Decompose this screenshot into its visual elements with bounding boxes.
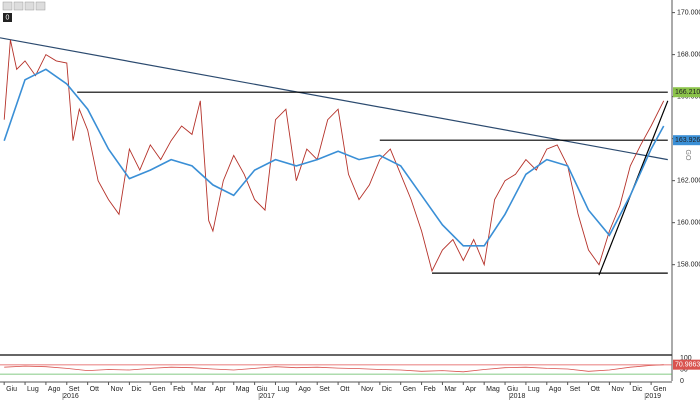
side-label: GO [684,150,691,161]
x-tick-label: Gen [653,386,666,393]
rsi-tick-label: 100 [680,355,692,362]
x-tick-label: Set [570,386,581,393]
x-tick-label: Mar [444,386,457,393]
x-tick-label: Giu [507,386,518,393]
rsi-line [4,364,664,373]
x-tick-label: Feb [173,386,185,393]
x-tick-label: Mar [194,386,207,393]
x-tick-label: Mag [236,386,250,393]
x-tick-label: Nov [611,386,624,393]
x-tick-label: Ago [298,386,311,393]
x-tick-label: Lug [528,386,540,393]
x-tick-label: Ott [340,386,349,393]
rsi-tick-label: 50 [680,366,688,373]
badge-box [3,13,12,22]
x-tick-label: Ago [549,386,562,393]
x-tick-label: Ott [591,386,600,393]
tool-icon[interactable] [13,1,24,11]
x-tick-label: Set [319,386,330,393]
x-tick-label: Dic [131,386,142,393]
year-label: 2017 [259,393,275,400]
tool-icon[interactable] [24,1,35,11]
x-tick-label: Giu [6,386,17,393]
x-tick-label: Feb [424,386,436,393]
y-tick-label: 160.0000 [677,220,700,227]
year-label: 2018 [510,393,526,400]
x-tick-label: Ago [48,386,61,393]
y-tick-label: 168.0000 [677,51,700,58]
x-tick-label: Apr [215,386,227,393]
x-tick-label: Dic [632,386,643,393]
badge: 0 [6,14,10,21]
x-tick-label: Lug [27,386,39,393]
y-tick-label: 170.0000 [677,9,700,16]
x-tick-label: Set [69,386,80,393]
moving-average [3,68,665,247]
x-tick-label: Mag [486,386,500,393]
year-label: 2016 [63,393,79,400]
x-tick-label: Giu [257,386,268,393]
x-tick-label: Dic [382,386,393,393]
x-tick-label: Lug [277,386,289,393]
price-label-box [673,135,700,146]
x-tick-label: Gen [403,386,416,393]
price-label-box [673,87,700,98]
toolbar: 0 [2,1,46,22]
drawn-line [0,37,668,161]
y-tick-label: 158.0000 [677,262,700,269]
x-tick-label: Nov [111,386,124,393]
rsi-label-box [673,359,700,370]
x-tick-label: Gen [152,386,165,393]
year-label: 2019 [645,393,661,400]
rsi-label: 70.9863 [675,362,700,369]
price-label: 166.2100 [675,89,700,96]
tool-icon[interactable] [35,1,46,11]
rsi-tick-label: 0 [680,378,684,385]
x-tick-label: Ott [90,386,99,393]
x-tick-label: Nov [361,386,374,393]
x-tick-label: Apr [465,386,477,393]
tool-icon[interactable] [2,1,13,11]
y-tick-label: 162.0000 [677,177,700,184]
